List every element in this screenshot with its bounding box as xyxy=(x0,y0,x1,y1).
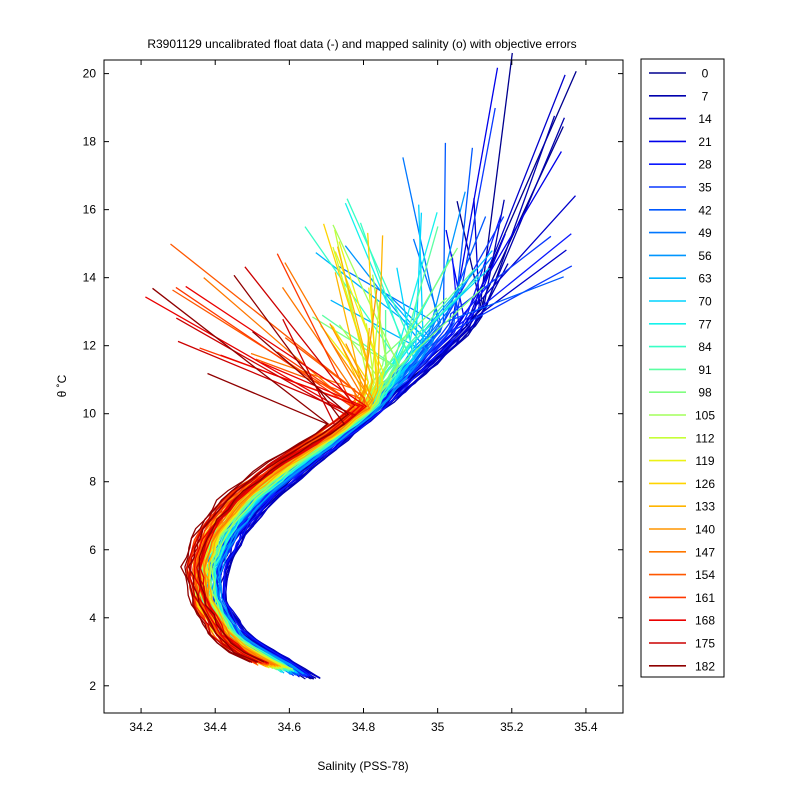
legend-entry: 35 xyxy=(698,181,712,195)
x-tick-label: 34.6 xyxy=(278,720,302,734)
legend-entry: 0 xyxy=(702,67,709,81)
profile-42 xyxy=(217,147,474,676)
profile-182 xyxy=(180,372,329,663)
legend-entry: 7 xyxy=(702,89,709,103)
profile-14 xyxy=(224,249,567,679)
x-tick-label: 35.4 xyxy=(574,720,598,734)
chart-title: R3901129 uncalibrated float data (-) and… xyxy=(147,37,576,51)
profile-105 xyxy=(211,224,399,670)
y-tick-label: 10 xyxy=(83,407,97,421)
profile-28 xyxy=(223,215,502,677)
legend-entry: 49 xyxy=(698,226,712,240)
x-axis: 34.2 34.4 34.6 34.8 35 35.2 35.4 xyxy=(129,60,598,734)
y-tick-label: 14 xyxy=(83,271,97,285)
x-axis-label: Salinity (PSS-78) xyxy=(317,759,408,773)
profile-133 xyxy=(207,235,384,668)
legend-entry: 105 xyxy=(695,409,715,423)
legend-entry: 77 xyxy=(698,317,712,331)
legend-entry: 168 xyxy=(695,614,715,628)
y-axis: 2 4 6 8 10 12 14 16 18 20 xyxy=(83,67,623,693)
profile-21 xyxy=(221,233,506,678)
x-tick-label: 34.2 xyxy=(129,720,153,734)
legend-entry: 140 xyxy=(695,523,715,537)
profile-147 xyxy=(203,262,371,666)
legend-entry: 119 xyxy=(695,454,714,468)
legend-entry: 175 xyxy=(695,637,715,651)
y-tick-label: 20 xyxy=(83,67,97,81)
y-tick-label: 18 xyxy=(83,135,97,149)
legend-entry: 182 xyxy=(695,659,715,673)
legend-entry: 133 xyxy=(695,500,715,514)
profile-182 xyxy=(187,331,350,663)
y-tick-label: 12 xyxy=(83,339,97,353)
y-tick-label: 2 xyxy=(89,679,96,693)
profile-56 xyxy=(217,297,435,675)
legend-entry: 91 xyxy=(698,363,712,377)
x-tick-label: 35.2 xyxy=(500,720,524,734)
y-axis-label: θ ˚C xyxy=(55,374,69,397)
profile-182 xyxy=(197,274,346,663)
profile-lines xyxy=(145,52,577,680)
legend-entry: 14 xyxy=(698,112,712,126)
legend-entry: 126 xyxy=(695,477,715,491)
profile-168 xyxy=(185,285,368,664)
legend-entry: 112 xyxy=(695,431,714,445)
legend-entry: 161 xyxy=(695,591,715,605)
legend-entry: 70 xyxy=(698,295,712,309)
legend-entry: 147 xyxy=(695,545,715,559)
legend-entry: 21 xyxy=(698,135,712,149)
profile-84 xyxy=(212,198,415,672)
legend-entry: 84 xyxy=(698,340,712,354)
legend-entry: 42 xyxy=(698,203,712,217)
legend: 0 7 14 21 28 35 42 49 56 63 70 77 84 91 98 105 112 119 126… xyxy=(640,58,725,678)
legend-entry: 56 xyxy=(698,249,712,263)
y-tick-label: 16 xyxy=(83,203,97,217)
y-tick-label: 6 xyxy=(89,543,96,557)
y-tick-label: 8 xyxy=(89,475,96,489)
legend-entry: 63 xyxy=(698,272,712,286)
x-tick-label: 34.4 xyxy=(204,720,228,734)
y-tick-label: 4 xyxy=(89,611,96,625)
legend-entry: 28 xyxy=(698,158,712,172)
plot-area xyxy=(103,52,624,714)
x-tick-label: 35 xyxy=(431,720,445,734)
x-tick-label: 34.8 xyxy=(352,720,376,734)
legend-entry: 98 xyxy=(698,386,712,400)
legend-entry: 154 xyxy=(695,568,715,582)
